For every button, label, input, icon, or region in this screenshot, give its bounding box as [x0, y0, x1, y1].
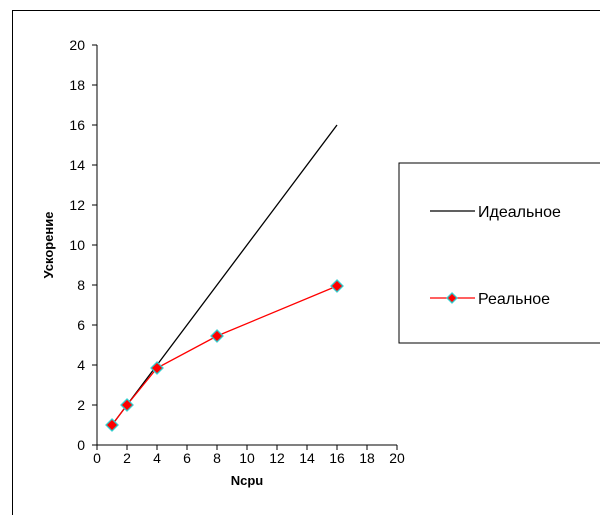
- legend-marker-real: [446, 292, 458, 304]
- y-axis-label: Ускорение: [41, 211, 56, 278]
- x-tick-label: 0: [93, 450, 101, 466]
- tick-labels: 0 2 4 6 8 10 12 14 16 18 20 0 2 4 6 8 10 12 14 16 18 20: [69, 37, 405, 466]
- y-tick-label: 16: [69, 117, 85, 133]
- legend-label-real: Реальное: [478, 291, 550, 308]
- x-tick-label: 14: [299, 450, 315, 466]
- x-tick-label: 2: [123, 450, 131, 466]
- legend-label-ideal: Идеальное: [478, 204, 561, 221]
- x-tick-label: 10: [239, 450, 255, 466]
- data-point: [210, 329, 224, 343]
- y-tick-label: 8: [77, 277, 85, 293]
- data-point: [120, 398, 134, 412]
- y-tick-label: 20: [69, 37, 85, 53]
- data-point: [150, 361, 164, 375]
- series-layer: [105, 124, 344, 432]
- x-tick-label: 4: [153, 450, 161, 466]
- y-tick-label: 10: [69, 237, 85, 253]
- series-line-1: [111, 285, 338, 426]
- y-tick-label: 14: [69, 157, 85, 173]
- x-tick-label: 6: [183, 450, 191, 466]
- chart-area: [12, 10, 600, 515]
- x-tick-label: 18: [359, 450, 375, 466]
- data-point: [105, 418, 119, 432]
- y-tick-label: 12: [69, 197, 85, 213]
- series-line-0: [111, 124, 338, 426]
- legend-box: [398, 162, 600, 344]
- x-tick-label: 20: [389, 450, 405, 466]
- y-tick-label: 18: [69, 77, 85, 93]
- y-tick-label: 4: [77, 357, 85, 373]
- y-tick-label: 0: [77, 437, 85, 453]
- y-tick-label: 2: [77, 397, 85, 413]
- x-tick-label: 16: [329, 450, 345, 466]
- x-tick-label: 8: [213, 450, 221, 466]
- legend: Идеальное Реальное: [398, 162, 600, 344]
- y-tick-label: 6: [77, 317, 85, 333]
- axes: [92, 44, 398, 450]
- x-axis-label: Ncpu: [231, 473, 264, 488]
- data-point: [330, 279, 344, 293]
- x-tick-label: 12: [269, 450, 285, 466]
